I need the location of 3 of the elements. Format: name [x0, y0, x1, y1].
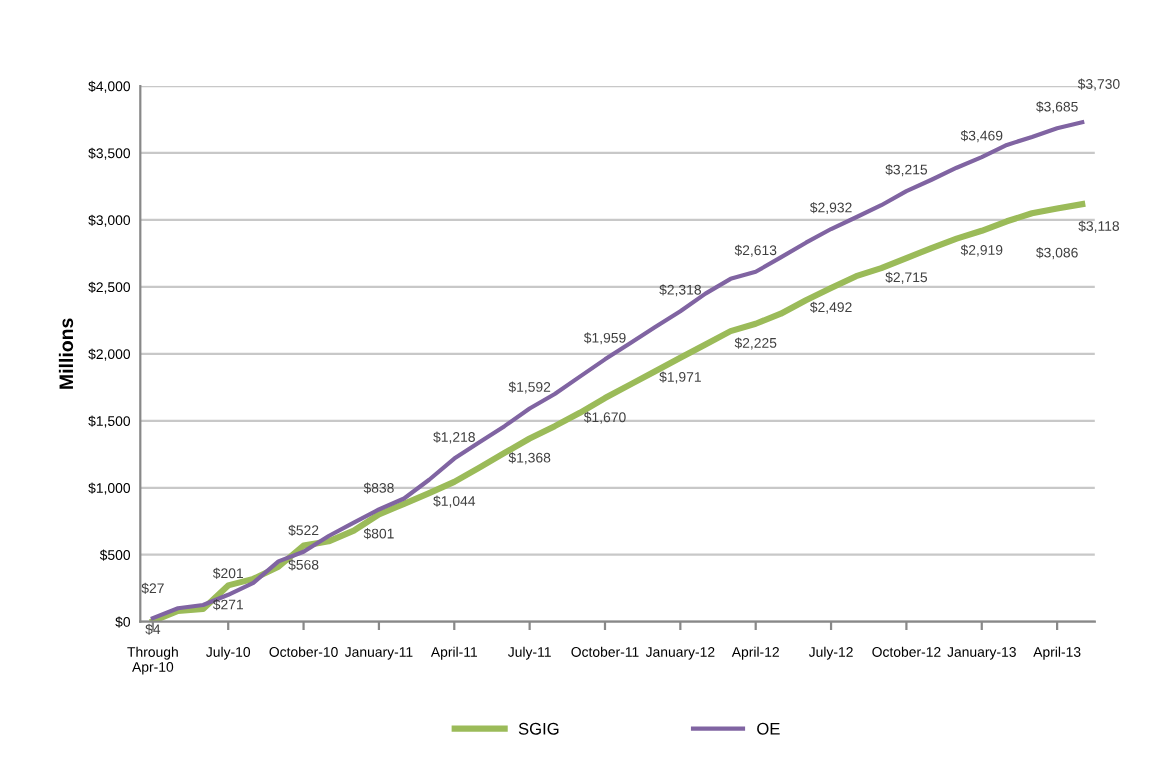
y-axis-title: Millions	[58, 318, 74, 389]
legend-label: OE	[757, 722, 780, 735]
legend-label: SGIG	[518, 722, 559, 735]
